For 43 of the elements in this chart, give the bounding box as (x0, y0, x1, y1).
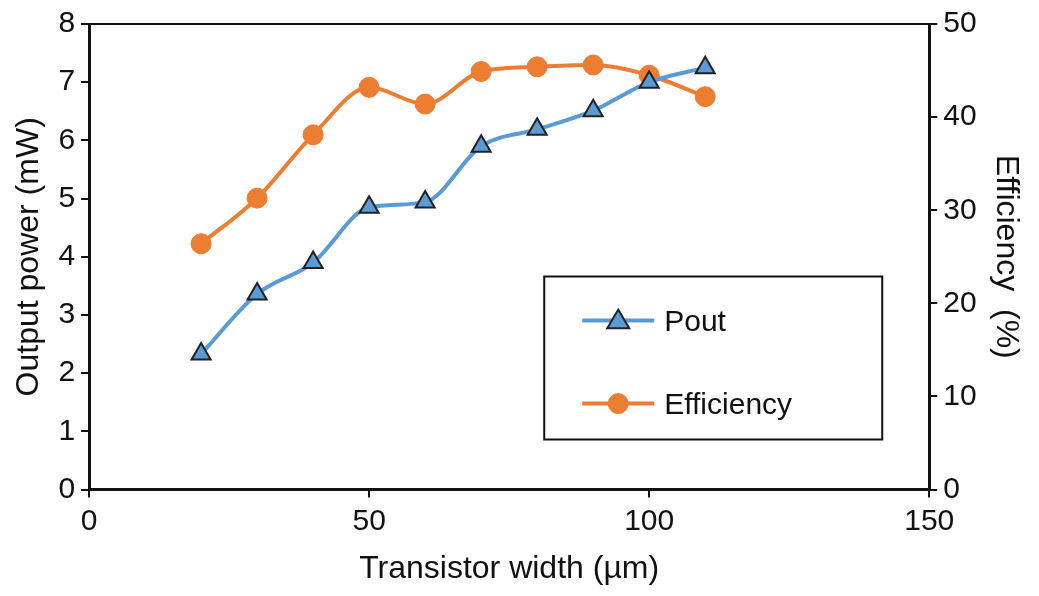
y2-tick-label: 50 (943, 5, 977, 39)
y2-tick-label: 0 (943, 470, 960, 504)
y-tick-label: 5 (58, 179, 76, 213)
y-tick-label: 2 (58, 354, 76, 388)
y2-axis-title: Efficiency (%) (989, 154, 1026, 359)
point (190, 233, 212, 255)
y-axis-title: Output power (mW) (9, 117, 46, 397)
y-tick-label: 4 (58, 238, 76, 272)
point (246, 187, 268, 209)
y2-tick-label: 30 (943, 191, 977, 225)
y-tick-label: 8 (58, 5, 76, 39)
point (190, 341, 212, 361)
y-tick-label: 0 (58, 470, 76, 504)
point (358, 195, 380, 214)
point (470, 134, 492, 153)
point (638, 70, 660, 89)
point (414, 93, 436, 115)
x-axis-title: Transistor width (µm) (359, 548, 660, 585)
x-tick-label: 100 (624, 502, 675, 536)
x-tick-label: 50 (352, 502, 386, 536)
y-tick-label: 1 (58, 412, 76, 446)
y-tick-label: 3 (58, 296, 76, 330)
point (526, 117, 548, 136)
legend-label: Efficiency (664, 386, 793, 420)
y2-tick-label: 10 (943, 377, 977, 411)
point (358, 76, 380, 98)
point (694, 86, 716, 108)
legend-label: Pout (664, 303, 727, 337)
x-tick-label: 0 (80, 502, 98, 536)
y2-tick-label: 20 (943, 284, 977, 318)
point (694, 55, 716, 75)
point (582, 98, 604, 118)
point (526, 56, 548, 78)
y2-tick-label: 40 (943, 98, 977, 132)
point (246, 282, 268, 301)
x-tick-label: 150 (904, 502, 955, 536)
point (302, 124, 324, 146)
point (470, 60, 492, 82)
point (302, 250, 324, 270)
point (414, 190, 436, 209)
point (582, 54, 604, 76)
y-tick-label: 7 (58, 63, 76, 97)
y-tick-label: 6 (58, 121, 76, 155)
